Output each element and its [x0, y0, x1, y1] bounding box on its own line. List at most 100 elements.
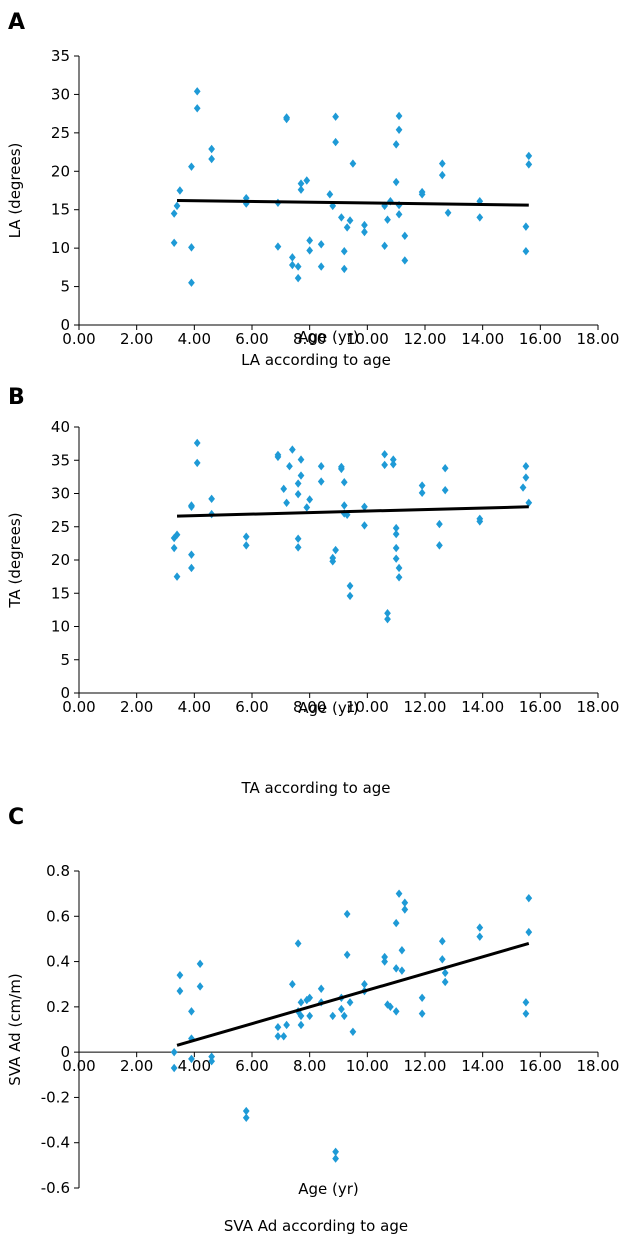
data-point [441, 977, 449, 987]
data-point [522, 462, 530, 471]
data-point [317, 462, 325, 471]
data-point [317, 477, 325, 486]
chart-caption: SVA Ad according to age [223, 1217, 409, 1235]
data-point [188, 550, 195, 559]
data-point [476, 932, 484, 941]
y-tick-label: 20 [51, 162, 70, 180]
x-tick-label: 6.00 [235, 1057, 268, 1075]
data-point [349, 159, 357, 168]
data-point [525, 160, 533, 169]
y-tick-label: -0.6 [41, 1179, 70, 1197]
data-point [306, 1011, 314, 1021]
data-point [418, 488, 426, 498]
x-tick-label: 2.00 [120, 1057, 153, 1075]
x-tick-label: 4.00 [178, 698, 211, 716]
x-tick-label: 4.00 [178, 330, 211, 348]
x-tick-label: 16.00 [519, 698, 562, 716]
data-point [297, 455, 305, 464]
data-point [476, 923, 484, 932]
x-tick-label: 8.00 [293, 1057, 326, 1075]
data-point [294, 262, 302, 271]
scatter-plot-ta: 0 5 10 15 20 25 30 35 40 0.00 2.00 4.00 6.00 8.00 10.0… [6, 418, 619, 717]
data-point [392, 177, 400, 187]
y-tick-label: 30 [51, 85, 70, 103]
data-point [176, 186, 184, 195]
data-point [398, 946, 406, 955]
data-point [522, 998, 530, 1007]
data-point [525, 151, 533, 161]
x-tick-label: 14.00 [461, 1057, 504, 1075]
data-point [525, 927, 533, 937]
data-point [188, 1054, 195, 1064]
data-point [343, 909, 351, 919]
data-point [401, 256, 409, 265]
y-tick-label: 25 [51, 518, 70, 536]
data-point [340, 264, 348, 274]
data-point [340, 477, 348, 487]
x-axis-title: Age (yr) [298, 699, 359, 717]
data-point [303, 503, 311, 512]
chart-panel-c: C -0.6 -0.4 -0.2 0 0.2 0.4 0.6 0.8 0.00 2.00 4.00 6… [0, 805, 632, 1245]
data-point [280, 484, 288, 494]
data-point [297, 998, 305, 1007]
data-point [332, 545, 339, 555]
y-tick-label: 0.8 [46, 862, 70, 880]
data-point [289, 253, 296, 262]
data-point [170, 1047, 178, 1057]
data-point [361, 502, 368, 511]
data-point [395, 111, 403, 121]
data-point [188, 563, 195, 573]
y-tick-label: 15 [51, 201, 70, 219]
data-point [170, 209, 178, 218]
data-point [289, 445, 296, 454]
data-point [297, 179, 305, 188]
data-point [343, 223, 351, 232]
data-point [441, 968, 449, 978]
data-point [392, 918, 400, 928]
x-tick-label: 12.00 [404, 1057, 447, 1075]
data-point [389, 455, 397, 464]
data-point [286, 462, 293, 471]
y-tick-label: 5 [60, 651, 70, 669]
data-point [361, 227, 368, 237]
data-point [340, 1011, 348, 1021]
y-axis-title: LA (degrees) [6, 143, 24, 239]
data-point [392, 140, 400, 149]
data-point [193, 104, 201, 113]
data-point [346, 998, 354, 1007]
data-point [193, 87, 201, 96]
data-point [444, 208, 452, 217]
data-point [441, 464, 449, 473]
y-tick-label: 40 [51, 418, 70, 436]
data-point [381, 450, 388, 459]
x-tick-label: 6.00 [235, 698, 268, 716]
chart-panel-b: B 0 5 10 15 20 25 30 35 40 0.00 2.00 4.00 6.00 8.00 10… [0, 385, 632, 800]
data-point [274, 1032, 282, 1041]
data-point [170, 1063, 178, 1073]
data-point [418, 1009, 426, 1018]
data-point [173, 201, 181, 211]
chart-panel-a: A 0 5 10 15 20 25 30 35 0.00 2.00 4.00 6.00 8.00 10.0… [0, 10, 632, 380]
data-point [294, 489, 302, 499]
data-point [274, 1023, 282, 1032]
y-tick-label: 5 [60, 278, 70, 296]
data-point [294, 939, 302, 948]
data-point [289, 980, 296, 989]
x-tick-label: 10.00 [346, 1057, 389, 1075]
data-point [317, 262, 325, 271]
y-tick-label: 0.4 [46, 953, 70, 971]
x-tick-label: 6.00 [235, 330, 268, 348]
data-point [242, 541, 250, 550]
data-point [395, 125, 403, 134]
panel-letter: C [8, 805, 25, 830]
data-point [208, 154, 215, 164]
y-tick-label: 35 [51, 47, 70, 65]
data-point [340, 501, 348, 510]
data-point [401, 231, 409, 241]
data-point [196, 959, 204, 969]
data-point [332, 112, 339, 121]
data-point [343, 950, 351, 959]
data-point [340, 247, 348, 256]
scatter-plot-sva: -0.6 -0.4 -0.2 0 0.2 0.4 0.6 0.8 0.00 2.00 4.00 6.0… [6, 862, 619, 1198]
y-tick-label: 0 [60, 1043, 70, 1061]
